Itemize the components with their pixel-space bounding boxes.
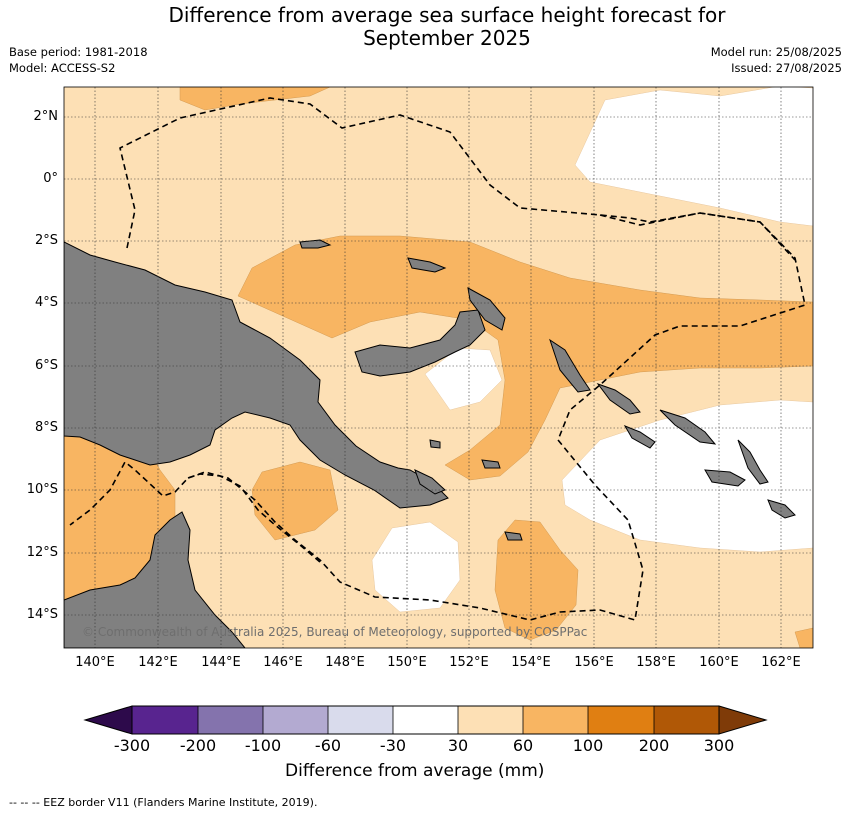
colorbar-bin-3 — [263, 706, 328, 734]
eez-solomons — [599, 212, 796, 261]
model-run-text: Model run: 25/08/2025 — [710, 45, 842, 59]
map-frame — [63, 86, 814, 649]
colorbar-bin-2 — [198, 706, 263, 734]
map-area — [64, 87, 813, 648]
lon-label-150e: 150°E — [387, 655, 427, 670]
region-neutral-east — [561, 399, 813, 553]
land-d-entrecasteaux — [414, 469, 446, 495]
issued-text: Issued: 27/08/2025 — [731, 61, 842, 75]
lat-label-8s: 8°S — [34, 420, 58, 435]
land-bougainville — [549, 338, 591, 393]
lat-label-2s: 2°S — [34, 233, 58, 248]
land — [64, 239, 796, 648]
ocean-band-neutral — [371, 87, 813, 613]
land-new-ireland — [467, 287, 506, 331]
land-solomons-new-georgia — [623, 424, 656, 449]
colorbar-bin-7 — [523, 706, 588, 734]
lon-label-160e: 160°E — [699, 655, 739, 670]
model-text: Model: ACCESS-S2 — [9, 61, 116, 75]
lat-label-12s: 12°S — [26, 545, 58, 560]
lon-label-162e: 162°E — [761, 655, 801, 670]
land-new-britain — [354, 309, 486, 377]
region-neutral-north-east — [574, 87, 813, 227]
land-trobriand — [429, 439, 441, 449]
colorbar-tick-3: -100 — [244, 736, 282, 755]
copyright-text: © Commonwealth of Australia 2025, Bureau… — [82, 625, 588, 639]
colorbar-title: Difference from average (mm) — [285, 761, 545, 781]
eez-png — [69, 97, 806, 622]
lon-label-146e: 146°E — [263, 655, 303, 670]
colorbar-tick-7: 60 — [512, 736, 534, 755]
colorbar-bin-4 — [328, 706, 393, 734]
land-louisiade — [504, 531, 523, 541]
lat-label-2n: 2°N — [33, 109, 59, 124]
region-60-100-south — [494, 519, 579, 641]
title-line-2: September 2025 — [363, 26, 531, 50]
lon-label-140e: 140°E — [75, 655, 115, 670]
lon-label-156e: 156°E — [574, 655, 614, 670]
land-manus — [299, 239, 332, 249]
lon-label-152e: 152°E — [449, 655, 489, 670]
colorbar-tick-1: -300 — [113, 736, 151, 755]
lat-label-14s: 14°S — [26, 607, 58, 622]
region-60-100-central — [237, 235, 813, 481]
colorbar-bin-6 — [458, 706, 523, 734]
colorbar-tick-9: 200 — [638, 736, 670, 755]
lat-label-6s: 6°S — [34, 358, 58, 373]
eez-aus — [187, 473, 321, 563]
colorbar — [83, 705, 768, 735]
base-period-text: Base period: 1981-2018 — [9, 45, 148, 59]
lat-label-0: 0° — [43, 171, 58, 186]
colorbar-tick-5: -30 — [379, 736, 407, 755]
land-solomons-makira — [767, 499, 796, 519]
meta-left: Base period: 1981-2018 Model: ACCESS-S2 — [9, 44, 148, 76]
meta-right: Model run: 25/08/2025 Issued: 27/08/2025 — [711, 44, 842, 76]
lat-label-10s: 10°S — [26, 482, 58, 497]
land-new-hanover — [407, 257, 447, 273]
colorbar-under-arrow — [83, 705, 133, 735]
colorbar-tick-10: 300 — [703, 736, 735, 755]
colorbar-bin-1 — [132, 706, 198, 734]
lat-label-4s: 4°S — [34, 295, 58, 310]
colorbar-tick-2: -200 — [179, 736, 217, 755]
land-new-guinea — [64, 241, 449, 509]
colorbar-tick-8: 100 — [572, 736, 604, 755]
title-line-1: Difference from average sea surface heig… — [168, 3, 726, 27]
land-solomons-santa-isabel — [659, 409, 717, 445]
eez-borders — [69, 97, 806, 622]
lon-label-154e: 154°E — [511, 655, 551, 670]
land-solomons-guadalcanal — [704, 469, 746, 487]
lon-label-144e: 144°E — [201, 655, 241, 670]
colorbar-over-arrow — [718, 705, 768, 735]
colorbar-frame — [131, 705, 720, 735]
lon-label-142e: 142°E — [138, 655, 178, 670]
lon-label-158e: 158°E — [636, 655, 676, 670]
lon-label-148e: 148°E — [325, 655, 365, 670]
colorbar-bin-8 — [588, 706, 654, 734]
colorbar-dividers — [197, 706, 655, 734]
colorbar-tick-4: -60 — [314, 736, 342, 755]
gridlines — [64, 87, 813, 648]
colorbar-bin-9 — [654, 706, 719, 734]
land-australia-cape-york — [64, 511, 246, 648]
land-solomons-malaita — [737, 439, 769, 485]
land-woodlark — [481, 459, 501, 469]
colorbar-tick-6: 30 — [447, 736, 469, 755]
region-60-100-corner — [794, 627, 813, 648]
eez-legend-note: -- -- -- EEZ border V11 (Flanders Marine… — [9, 796, 318, 809]
colorbar-bin-5 — [393, 706, 458, 734]
chart-title: Difference from average sea surface heig… — [0, 4, 850, 50]
land-solomons-choiseul — [596, 382, 641, 415]
